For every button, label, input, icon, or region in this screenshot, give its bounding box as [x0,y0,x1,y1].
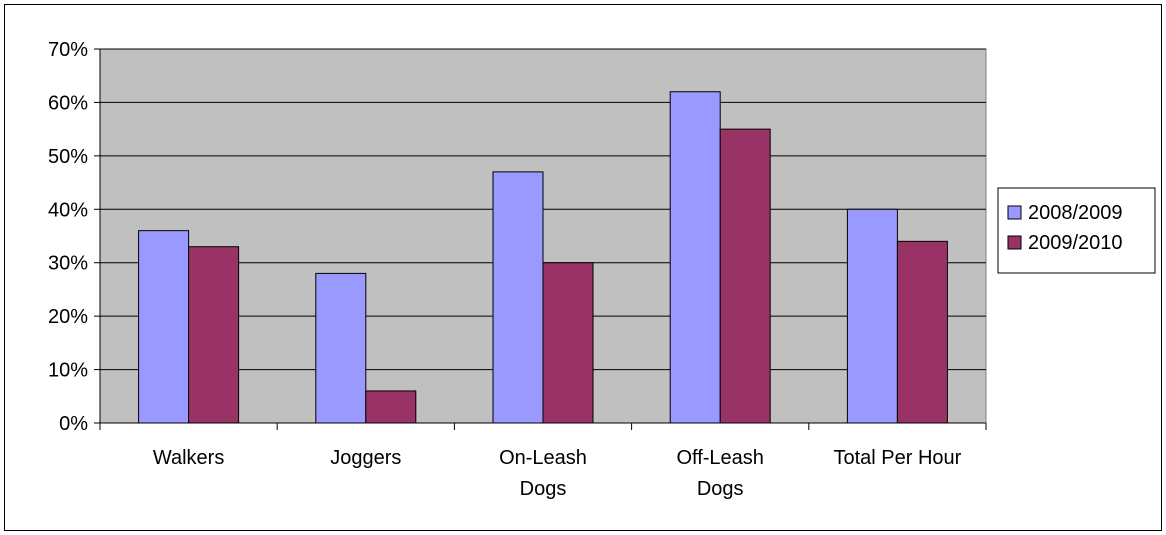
bar-series1-4 [846,208,898,424]
bar-series2-2 [542,262,594,424]
legend-swatch [1007,205,1022,220]
y-tick-label: 40% [48,199,88,221]
y-tick-label: 70% [48,39,88,61]
x-category-label: Off-Leash [676,447,763,469]
x-category-label: Dogs [520,478,567,500]
bar-series1-3 [669,91,721,424]
y-tick-label: 50% [48,146,88,168]
axes [94,48,987,430]
y-tick-label: 20% [48,306,88,328]
bar-series2-3 [719,128,771,424]
legend: 2008/2009 2009/2010 [997,187,1156,274]
gridlines [100,48,986,371]
bar-series2-0 [188,246,240,424]
x-category-label: Dogs [697,478,744,500]
bars [138,91,948,424]
x-category-label: Total Per Hour [833,447,961,469]
x-category-label: On-Leash [499,447,587,469]
y-tick-label: 10% [48,360,88,382]
bar-series1-2 [492,171,544,424]
legend-box [997,187,1156,274]
x-category-label: Walkers [153,447,224,469]
y-tick-label: 60% [48,92,88,114]
x-category-labels: Walkers Joggers On-Leash Dogs Off-Leash Dogs T… [153,447,962,500]
bar-series2-4 [896,240,948,424]
bar-series1-1 [315,272,367,424]
y-tick-label: 0% [59,413,88,435]
y-tick-labels: 0% 10% 20% 30% 40% 50% 60% 70% [48,39,88,435]
bar-chart: 0% 10% 20% 30% 40% 50% 60% 70% Walkers Joggers On… [48,39,1156,500]
legend-label: 2008/2009 [1028,202,1123,224]
bar-series2-1 [365,390,417,424]
y-tick-label: 30% [48,253,88,275]
legend-swatch [1007,235,1022,250]
x-category-label: Joggers [330,447,401,469]
bar-series1-0 [138,230,190,424]
chart-frame: 0% 10% 20% 30% 40% 50% 60% 70% Walkers Joggers On… [4,4,1162,531]
legend-label: 2009/2010 [1028,232,1123,254]
